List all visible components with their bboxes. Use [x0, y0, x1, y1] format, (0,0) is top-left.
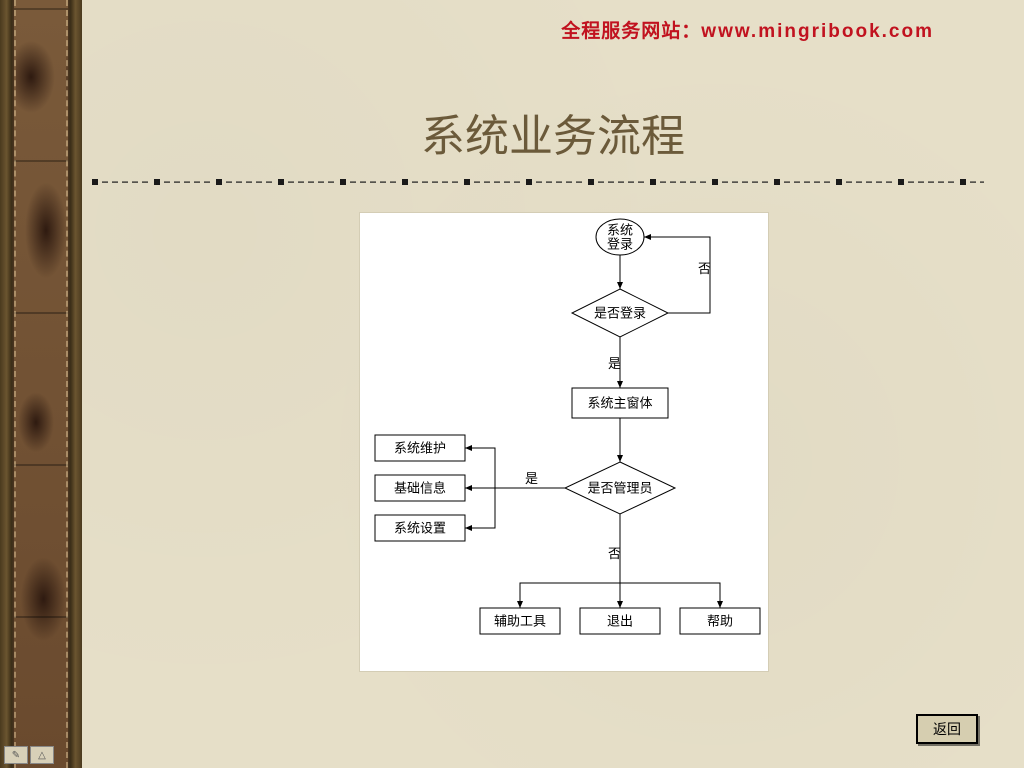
svg-text:是: 是	[608, 356, 621, 371]
svg-text:退出: 退出	[607, 614, 633, 629]
svg-text:帮助: 帮助	[707, 614, 733, 629]
flowchart-container: 否是是否系统登录是否登录系统主窗体是否管理员系统维护基础信息系统设置辅助工具退出…	[359, 212, 769, 672]
svg-text:否: 否	[608, 546, 621, 561]
decorative-left-strip	[0, 0, 82, 768]
svg-text:系统维护: 系统维护	[394, 441, 446, 456]
svg-text:是否登录: 是否登录	[594, 306, 646, 321]
section-divider	[92, 178, 984, 186]
svg-text:系统: 系统	[607, 223, 633, 238]
return-button[interactable]: 返回	[916, 714, 978, 744]
banner-url: www.mingribook.com	[701, 21, 934, 42]
page-title: 系统业务流程	[82, 100, 1024, 164]
svg-text:基础信息: 基础信息	[394, 481, 446, 496]
svg-text:辅助工具: 辅助工具	[494, 614, 546, 629]
flowchart-svg: 否是是否系统登录是否登录系统主窗体是否管理员系统维护基础信息系统设置辅助工具退出…	[360, 213, 770, 673]
svg-text:是否管理员: 是否管理员	[587, 481, 652, 496]
svg-text:系统设置: 系统设置	[394, 521, 446, 536]
svg-text:登录: 登录	[607, 237, 633, 252]
pen-icon[interactable]: ✎	[4, 746, 28, 764]
svg-text:否: 否	[698, 261, 711, 276]
menu-up-icon[interactable]: △	[30, 746, 54, 764]
svg-text:是: 是	[525, 471, 538, 486]
banner-label: 全程服务网站：	[561, 21, 701, 42]
service-banner: 全程服务网站：www.mingribook.com	[561, 16, 934, 43]
slideshow-controls: ✎ △	[4, 746, 54, 764]
return-button-label: 返回	[933, 719, 961, 739]
svg-text:系统主窗体: 系统主窗体	[587, 396, 652, 411]
